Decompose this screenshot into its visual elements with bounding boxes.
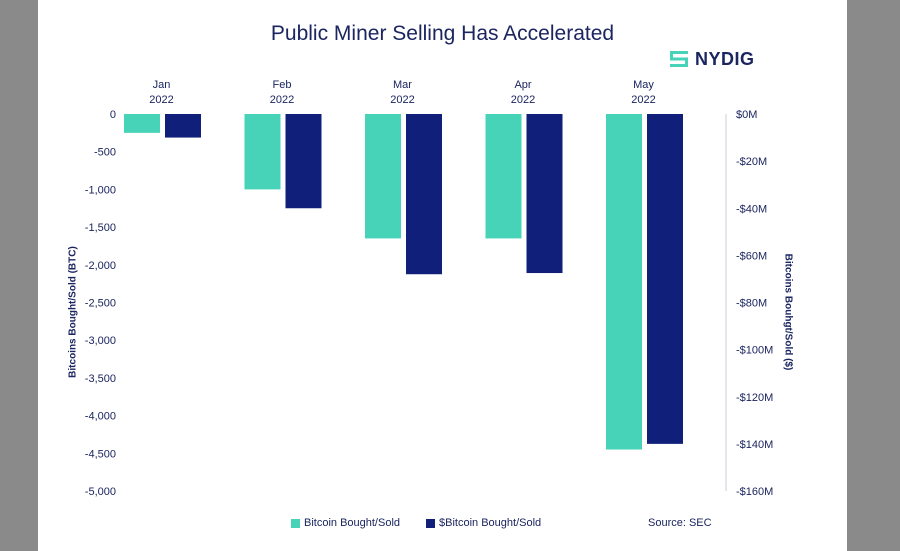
bar-usd [647,114,683,444]
y-tick-label-left: -5,000 [85,486,116,498]
bar-usd [526,114,563,274]
bar-usd [285,114,322,209]
nydig-logo: NYDIG [668,46,755,72]
bar-btc [124,114,160,133]
y-tick-label-right: -$160M [736,486,773,498]
y-tick-label-left: -2,000 [85,260,116,272]
x-tick-label: May [633,79,654,91]
legend-swatch-btc [291,518,300,528]
x-tick-label: 2022 [390,94,414,106]
legend-item-btc: Bitcoin Bought/Sold [291,517,400,529]
y-tick-label-right: -$20M [736,156,767,168]
source-note: Source: SEC [648,517,712,529]
nydig-logo-icon [670,51,688,67]
y-tick-label-right: -$40M [736,203,767,215]
y-tick-label-left: -4,500 [85,448,116,460]
y-tick-label-right: $0M [736,109,757,121]
x-tick-label: 2022 [149,94,173,106]
chart-card [38,0,847,551]
legend-swatch-usd [426,518,436,528]
y-tick-label-left: 0 [110,109,116,121]
x-tick-label: Feb [273,79,292,91]
bar-btc [365,114,401,239]
legend-label-btc: Bitcoin Bought/Sold [304,517,401,529]
bar-btc [244,114,281,190]
legend-label-usd: $Bitcoin Bought/Sold [439,517,542,529]
y-tick-label-right: -$80M [736,298,767,310]
y-tick-label-right: -$140M [736,439,773,451]
legend: Bitcoin Bought/Sold $Bitcoin Bought/Sold [291,517,567,529]
y-tick-label-left: -2,500 [85,298,116,310]
bar-usd [165,114,201,138]
x-tick-label: 2022 [270,94,294,106]
x-tick-label: Mar [393,79,412,91]
y-tick-label-left: -1,500 [85,222,116,234]
x-tick-label: 2022 [631,94,655,106]
x-tick-label: Apr [514,79,531,91]
y-tick-label-left: -3,500 [85,373,116,385]
y-tick-label-left: -4,000 [85,411,116,423]
chart-title: Public Miner Selling Has Accelerated [270,22,615,45]
bar-btc [485,114,522,239]
bar-btc [606,114,642,450]
y-axis-label-left: Bitcoins Bought/Sold (BTC) [67,246,79,378]
y-axis-label-right: Bitcoins Bouhgt/Sold ($) [782,253,794,371]
x-tick-label: 2022 [511,94,535,106]
y-tick-label-right: -$100M [736,345,773,357]
bar-usd [406,114,442,275]
logo-text: NYDIG [695,48,755,69]
x-tick-label: Jan [153,79,171,91]
y-tick-label-left: -1,000 [85,184,116,196]
legend-item-usd: $Bitcoin Bought/Sold [426,517,541,529]
y-tick-label-left: -500 [94,147,116,159]
y-tick-label-right: -$60M [736,250,767,262]
y-tick-label-left: -3,000 [85,335,116,347]
y-tick-label-right: -$120M [736,392,773,404]
